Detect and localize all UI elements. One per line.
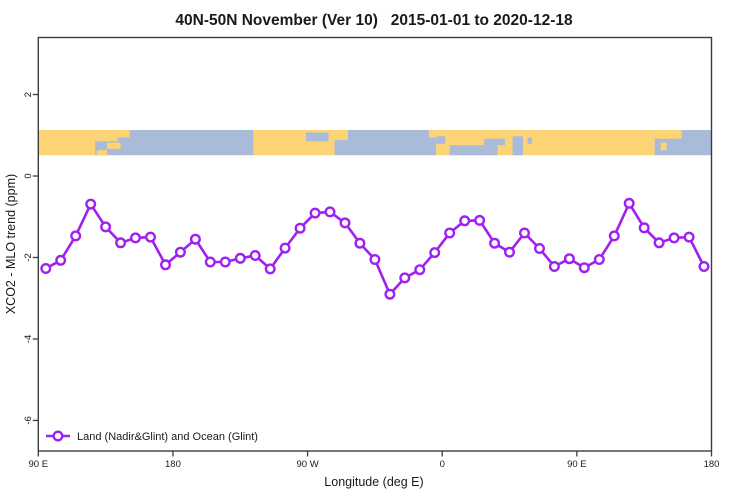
data-point [519, 227, 531, 239]
data-point [459, 215, 471, 227]
data-series [40, 197, 710, 300]
map-strip-ocean-segment [436, 136, 446, 144]
x-axis-title: Longitude (deg E) [324, 475, 423, 489]
data-point [429, 247, 441, 259]
map-strip-ocean-segment [527, 137, 532, 144]
y-tick-label: -2 [23, 253, 34, 261]
axes: 90 E 180 90 W 0 90 E 180 2 0 -2 -4 -6 [23, 36, 720, 470]
data-point [55, 254, 67, 266]
map-strip-ocean-segment [117, 129, 254, 156]
data-point [70, 230, 82, 242]
data-point [638, 222, 650, 234]
map-strip [38, 129, 712, 156]
y-tick-label: -4 [23, 335, 34, 343]
data-point [279, 242, 291, 254]
x-tick-label: 90 E [567, 459, 587, 470]
data-point [324, 206, 336, 218]
data-point [683, 231, 695, 243]
data-point [653, 237, 665, 249]
data-point [489, 237, 501, 249]
data-point [384, 288, 396, 300]
y-tick-label: 2 [23, 92, 34, 97]
map-strip-ocean-segment [484, 138, 506, 146]
data-point [563, 253, 575, 265]
data-point [219, 256, 231, 268]
x-tick-label: 180 [704, 459, 720, 470]
data-point [548, 261, 560, 273]
data-point [144, 231, 156, 243]
data-point [294, 222, 306, 234]
y-tick-label: 0 [23, 173, 34, 178]
x-tick-label: 90 E [29, 459, 49, 470]
data-point [444, 227, 456, 239]
data-point [40, 263, 52, 275]
data-point [369, 253, 381, 265]
data-point [249, 249, 261, 261]
data-point [414, 264, 426, 276]
map-strip-ocean-segment [512, 136, 524, 156]
data-point [668, 232, 680, 244]
data-point [623, 197, 635, 209]
map-strip-land-segment [654, 129, 682, 139]
x-tick-label: 90 W [296, 459, 318, 470]
x-tick-label: 0 [440, 459, 445, 470]
data-point [100, 221, 112, 233]
map-strip-land-segment [96, 150, 108, 156]
legend-label: Land (Nadir&Glint) and Ocean (Glint) [77, 431, 258, 443]
map-strip-land-segment [660, 142, 667, 151]
map-strip-land-segment [117, 129, 130, 138]
x-tick-label: 180 [165, 459, 181, 470]
map-strip-ocean-segment [334, 129, 437, 156]
data-point [264, 263, 276, 275]
data-point [159, 259, 171, 271]
data-point [189, 233, 201, 245]
data-point [204, 256, 216, 268]
legend-marker-icon [52, 430, 64, 442]
chart-title: 40N-50N November (Ver 10) 2015-01-01 to … [175, 12, 573, 29]
data-point [115, 237, 127, 249]
data-point [129, 232, 141, 244]
data-point [399, 272, 411, 284]
data-line [45, 202, 706, 296]
data-point [593, 253, 605, 265]
data-point [608, 230, 620, 242]
data-point [534, 242, 546, 254]
data-point [504, 246, 516, 258]
map-strip-ocean-segment [306, 132, 329, 142]
data-point [578, 262, 590, 274]
data-point [234, 252, 246, 264]
plot-frame [37, 36, 713, 452]
y-axis-title: XCO2 - MLO trend (ppm) [4, 174, 18, 314]
data-point [309, 207, 321, 219]
data-point [174, 246, 186, 258]
data-point [354, 237, 366, 249]
map-strip-land-segment [107, 142, 121, 149]
map-strip-land-segment [428, 129, 437, 138]
y-tick-label: -6 [23, 416, 34, 424]
data-point [339, 217, 351, 229]
data-point [85, 198, 97, 210]
data-point [474, 214, 486, 226]
legend: Land (Nadir&Glint) and Ocean (Glint) [46, 430, 258, 443]
map-strip-land-segment [334, 129, 348, 141]
data-point [698, 261, 710, 273]
map-strip-ocean-segment [449, 145, 498, 156]
